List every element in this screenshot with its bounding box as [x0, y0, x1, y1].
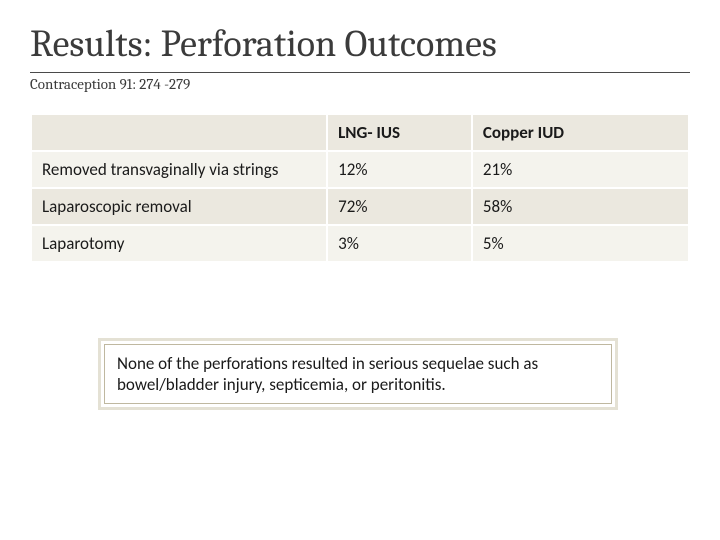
table-cell: Laparotomy: [31, 225, 327, 262]
slide-title: Results: Perforation Outcomes: [0, 0, 720, 68]
table-header-cell: LNG- IUS: [327, 114, 472, 151]
table-cell: 5%: [472, 225, 689, 262]
outcomes-table: LNG- IUS Copper IUD Removed transvaginal…: [30, 113, 690, 263]
table-cell: Removed transvaginally via strings: [31, 151, 327, 188]
table-header-cell: Copper IUD: [472, 114, 689, 151]
table-header-row: LNG- IUS Copper IUD: [31, 114, 689, 151]
table-cell: 12%: [327, 151, 472, 188]
table-cell: Laparoscopic removal: [31, 188, 327, 225]
table-cell: 3%: [327, 225, 472, 262]
slide-subtitle: Contraception 91: 274 -279: [0, 73, 720, 107]
table-row: Laparotomy 3% 5%: [31, 225, 689, 262]
note-box: None of the perforations resulted in ser…: [98, 338, 618, 410]
table-cell: 21%: [472, 151, 689, 188]
note-text: None of the perforations resulted in ser…: [104, 344, 612, 404]
table-cell: 72%: [327, 188, 472, 225]
table-container: LNG- IUS Copper IUD Removed transvaginal…: [0, 107, 720, 263]
table-header-cell: [31, 114, 327, 151]
table-row: Removed transvaginally via strings 12% 2…: [31, 151, 689, 188]
table-row: Laparoscopic removal 72% 58%: [31, 188, 689, 225]
slide-container: Results: Perforation Outcomes Contracept…: [0, 0, 720, 540]
table-cell: 58%: [472, 188, 689, 225]
